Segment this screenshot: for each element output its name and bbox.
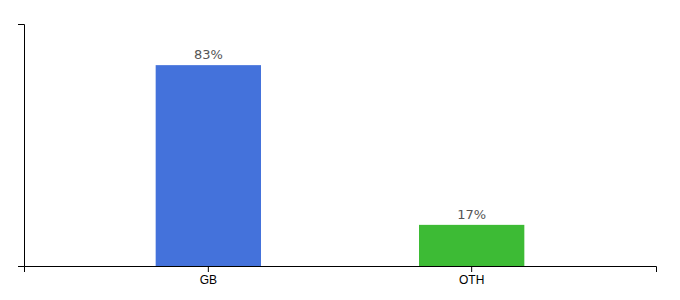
x-tick-mark — [208, 266, 209, 272]
bar — [419, 225, 524, 266]
plot: GB OTH 83% 17% — [18, 25, 657, 287]
y-axis — [18, 25, 25, 267]
data-labels: 83% 17% — [194, 47, 486, 222]
x-tick-mark — [471, 266, 472, 272]
x-tick-label: GB — [200, 273, 217, 287]
x-axis: GB OTH — [25, 266, 657, 287]
bar — [156, 65, 261, 266]
x-axis-line — [25, 267, 657, 273]
chart: GB OTH 83% 17% — [0, 0, 680, 300]
data-label: 83% — [194, 47, 223, 62]
x-tick: OTH — [459, 266, 484, 287]
x-tick-label: OTH — [459, 273, 484, 287]
data-label: 17% — [457, 207, 486, 222]
x-tick: GB — [200, 266, 217, 287]
bars — [156, 65, 525, 266]
y-axis-line — [18, 25, 25, 267]
